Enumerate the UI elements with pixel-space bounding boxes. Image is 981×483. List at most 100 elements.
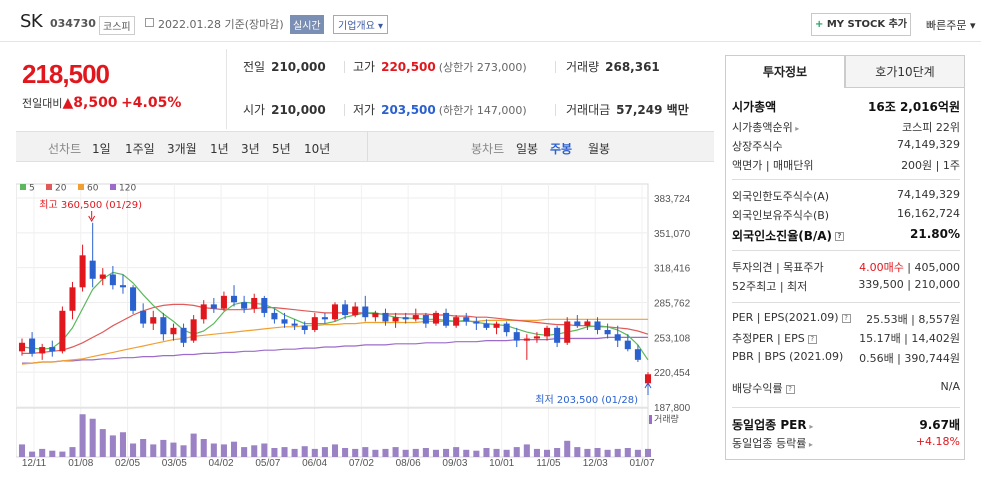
candle-chart-label: 봉차트 [471,142,505,156]
info-row-label-text: 배당수익률 [732,382,783,395]
info-row-label: 외국인한도주식수(A) [732,188,829,204]
x-tick-label: 01/07 [629,458,654,469]
candle-body [564,321,571,343]
volume-bar [231,441,238,457]
arrow-right-icon[interactable]: ▸ [792,124,800,133]
legend-marker-5 [20,184,26,190]
volume-bar [574,447,581,457]
volume-bar [584,448,591,457]
x-tick-label: 11/05 [536,458,561,469]
volume-bar [79,414,86,457]
change-percent: +4.05% [121,95,182,111]
candle-body [382,312,389,322]
candle-body [574,321,581,326]
stock-chart: 383,724 351,070 318,416 285,762 253,108 220,4… [16,175,714,470]
high-price: 고가 220,500 (상한가 273,000) [353,58,527,75]
arrow-right-icon[interactable]: ▸ [806,422,814,431]
volume-bar [372,449,379,457]
tab-3month[interactable]: 3개월 [167,142,197,156]
info-row-label: 액면가 | 매매단위 [732,157,814,173]
help-icon[interactable]: ? [835,232,845,241]
candle-body [231,295,238,303]
amount-label: 거래대금 [566,103,611,117]
tab-investment-info[interactable]: 투자정보 [725,55,845,88]
y-tick-label: 253,108 [654,333,691,344]
info-row-label-text: 동일업종 PER [732,418,807,432]
ma60-line [21,318,648,365]
realtime-button[interactable]: 실시간 [290,15,324,34]
tab-5year[interactable]: 5년 [272,142,291,156]
volume-bar [241,447,248,457]
info-row: 52주최고 | 최저 339,500 | 210,000 [732,278,960,294]
info-row-label: 투자의견 | 목표주가 [732,259,824,275]
tab-1week[interactable]: 1주일 [125,142,155,156]
low-value: 203,500 [381,103,436,117]
info-row-label-text: 외국인한도주식수(A) [732,190,830,203]
info-row-value: 200원 | 1주 [901,159,960,172]
tab-1year[interactable]: 1년 [210,142,229,156]
company-info-dropdown[interactable]: 기업개요 ▾ [333,15,388,34]
candle-body [140,310,147,324]
volume-bar [251,445,258,457]
candlestick-chart-svg: 383,724 351,070 318,416 285,762 253,108 220,4… [16,183,691,469]
quick-order-dropdown[interactable]: 빠른주문 ▾ [926,19,976,32]
info-row: 동일업종 등락률 ▸ +4.18% [732,435,960,451]
high-value: 220,500 [381,60,436,74]
arrow-right-icon[interactable]: ▸ [806,440,813,449]
info-row-label-text: 시가총액 [732,100,777,114]
volume-bar [271,448,278,457]
plus-icon: + [814,19,824,30]
volume-bar [321,447,328,457]
candle-body [402,317,409,320]
legend-marker-60 [78,184,84,190]
candle-body [463,317,470,322]
candle-body [473,321,480,324]
candle-body [170,327,177,335]
tab-monthly[interactable]: 월봉 [588,142,611,156]
info-row-value: 15.17배 | 14,402원 [859,332,960,345]
high-annotation-arrowhead [88,215,96,222]
tab-daily[interactable]: 일봉 [516,142,539,156]
candle-body [29,338,36,354]
x-tick-label: 09/03 [442,458,467,469]
candle-body [533,336,540,339]
info-row: 시가총액 16조 2,016억원 [732,98,960,114]
stock-name: SK [20,11,43,32]
info-row: 액면가 | 매매단위 200원 | 1주 [732,157,960,173]
y-tick-label: 285,762 [654,299,691,310]
candle-body [432,312,439,324]
volume-bar [49,450,56,457]
volume-bar [29,451,36,457]
add-mystock-button[interactable]: + MY STOCK 추가 [811,13,911,36]
candle-body [119,285,126,288]
tab-orderbook[interactable]: 호가10단계 [845,55,965,88]
tab-10year[interactable]: 10년 [304,142,331,156]
volume-bar [594,448,601,457]
info-row: PER | EPS(2021.09)? 25.53배 | 8,557원 [732,311,960,327]
candle-body [483,323,490,328]
ma120-line [22,336,648,364]
volume-bar [261,443,268,457]
candle-body [362,306,369,318]
open-label: 시가 [243,103,266,117]
info-row-label-text: 시가총액순위 [732,121,793,134]
help-icon[interactable]: ? [785,384,795,394]
help-icon[interactable]: ? [841,313,851,323]
candle-body [493,323,500,328]
volume-bar [634,449,641,457]
tab-3year[interactable]: 3년 [241,142,260,156]
candle-body [644,374,652,384]
amount-value: 57,249 백만 [616,103,689,117]
info-row-label-text: PER | EPS(2021.09) [732,311,839,324]
tab-weekly[interactable]: 주봉 [550,142,573,156]
info-row-value: 16조 2,016억원 [868,100,960,114]
candle-body [594,321,601,330]
tab-1day[interactable]: 1일 [92,142,111,156]
high-label: 고가 [353,60,376,74]
candle-body [180,327,187,343]
low-label: 저가 [353,103,376,117]
volume-label-mark [649,415,652,424]
help-icon[interactable]: ? [807,334,817,344]
legend-label-60: 60 [87,184,99,194]
info-row-value: 9.67배 [919,418,960,432]
